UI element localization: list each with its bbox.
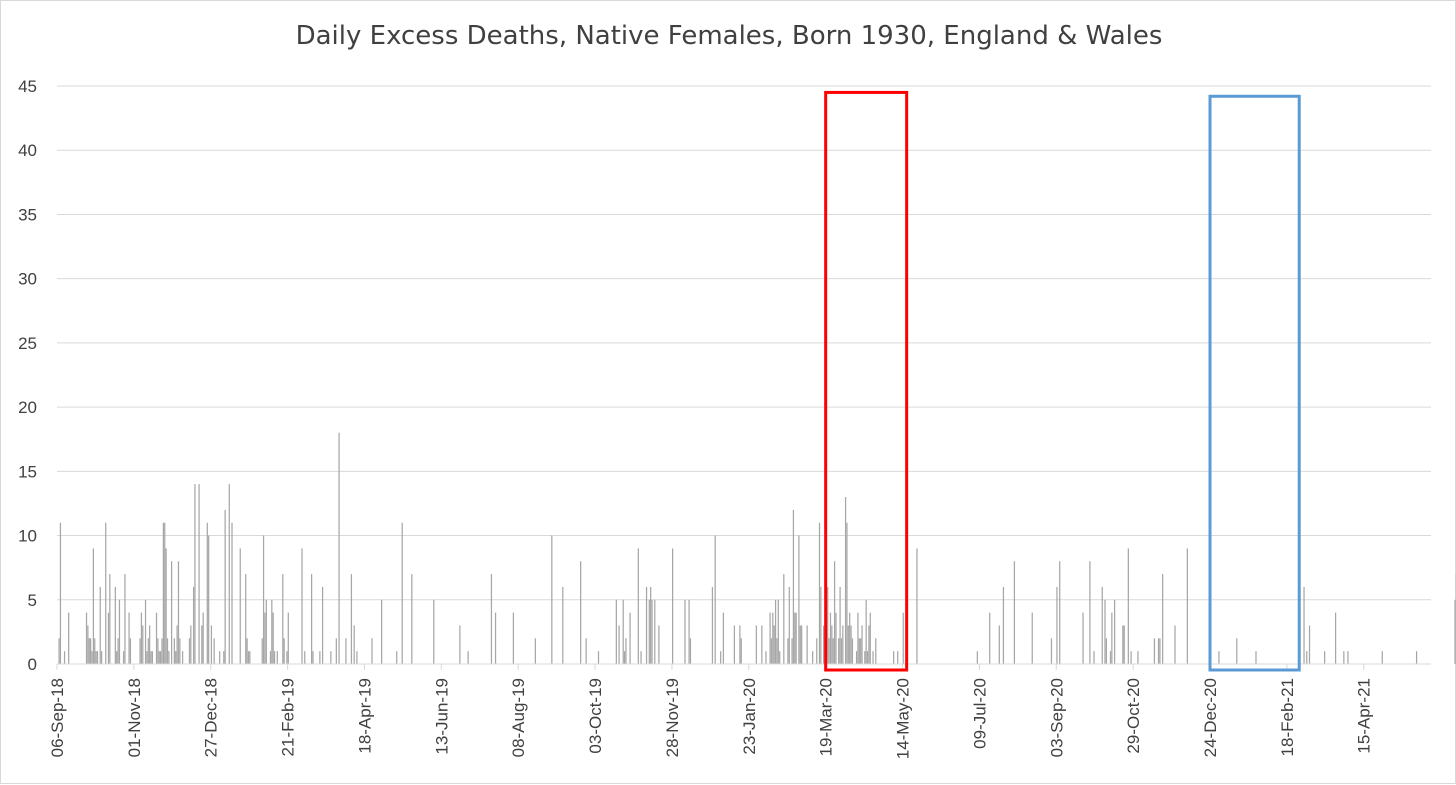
x-tick-label: 18-Apr-19 bbox=[355, 678, 374, 754]
x-tick-label: 29-Oct-20 bbox=[1124, 678, 1143, 754]
x-tick-label: 24-Dec-20 bbox=[1201, 678, 1220, 757]
y-tick-label: 40 bbox=[18, 141, 37, 160]
y-tick-label: 35 bbox=[18, 205, 37, 224]
x-tick-label: 03-Oct-19 bbox=[586, 678, 605, 754]
x-tick-label: 14-May-20 bbox=[894, 678, 913, 759]
highlight-boxes bbox=[824, 90, 1301, 672]
x-tick-label: 21-Feb-19 bbox=[279, 678, 298, 756]
x-tick-label: 08-Aug-19 bbox=[509, 678, 528, 757]
x-tick-label: 23-Jan-20 bbox=[740, 678, 759, 755]
x-tick-label: 28-Nov-19 bbox=[663, 678, 682, 757]
y-tick-label: 45 bbox=[18, 77, 37, 96]
y-tick-labels: 0 5 10 15 20 25 30 35 40 45 bbox=[18, 77, 37, 674]
bar-series bbox=[58, 432, 1456, 664]
x-tick-label: 27-Dec-18 bbox=[202, 678, 221, 757]
x-tick-label: 03-Sep-20 bbox=[1047, 678, 1066, 757]
y-tick-label: 20 bbox=[18, 398, 37, 417]
x-tick-label: 18-Feb-21 bbox=[1278, 678, 1297, 756]
x-tick-label: 09-Jul-20 bbox=[970, 678, 989, 749]
x-tick-label: 13-Jun-19 bbox=[432, 678, 451, 755]
x-tick-label: 15-Apr-21 bbox=[1355, 678, 1374, 754]
y-tick-label: 5 bbox=[28, 591, 37, 610]
chart-title: Daily Excess Deaths, Native Females, Bor… bbox=[295, 21, 1163, 51]
x-tick-labels: 06-Sep-18 01-Nov-18 27-Dec-18 21-Feb-19 18-A… bbox=[48, 678, 1374, 759]
y-tick-label: 15 bbox=[18, 462, 37, 481]
highlight-box-second-wave bbox=[1208, 94, 1301, 672]
highlight-box-first-wave bbox=[824, 90, 909, 672]
y-tick-label: 30 bbox=[18, 270, 37, 289]
gridlines bbox=[57, 85, 1431, 601]
y-tick-label: 25 bbox=[18, 334, 37, 353]
x-tick-label: 01-Nov-18 bbox=[125, 678, 144, 757]
x-tick-label: 06-Sep-18 bbox=[48, 678, 67, 757]
x-tick-label: 19-Mar-20 bbox=[817, 678, 836, 756]
y-tick-label: 0 bbox=[28, 655, 37, 674]
y-tick-label: 10 bbox=[18, 527, 37, 546]
